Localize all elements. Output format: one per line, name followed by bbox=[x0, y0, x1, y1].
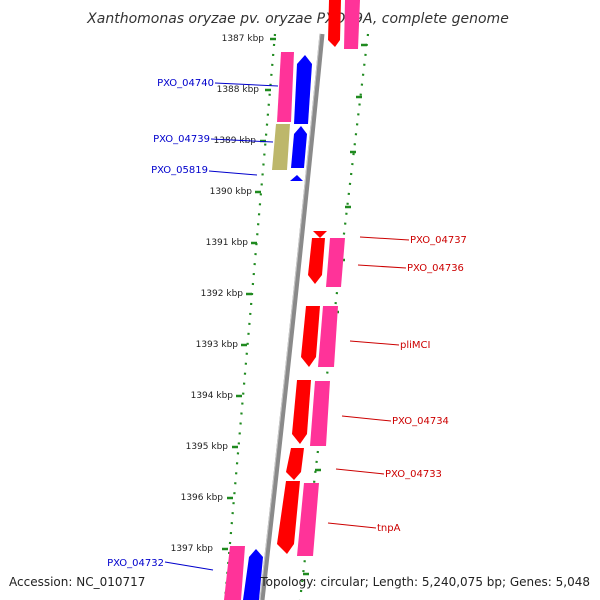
gene-block-pink bbox=[310, 381, 330, 446]
tick-label: 1387 kbp bbox=[222, 34, 265, 44]
label-leader bbox=[335, 468, 385, 475]
tick-label: 1395 kbp bbox=[186, 442, 229, 452]
label-leader bbox=[349, 340, 400, 346]
label-leader bbox=[327, 522, 377, 529]
gene-label-pxo-04733[interactable]: PXO_04733 bbox=[385, 469, 442, 480]
tick-label: 1390 kbp bbox=[210, 187, 253, 197]
tick-label: 1391 kbp bbox=[206, 238, 249, 248]
map-title: Xanthomonas oryzae pv. oryzae PXO99A, co… bbox=[86, 11, 509, 27]
cds-arrow-red bbox=[286, 448, 304, 480]
cds-arrow-blue bbox=[243, 549, 263, 600]
tick-label: 1393 kbp bbox=[196, 340, 239, 350]
gene-label-pxo-04736[interactable]: PXO_04736 bbox=[407, 263, 464, 274]
gene-label-pxo-05819[interactable]: PXO_05819 bbox=[151, 165, 208, 176]
gene-label-plimci[interactable]: pliMCI bbox=[400, 340, 430, 351]
gene-block-pink bbox=[344, 0, 360, 49]
tick-label: 1392 kbp bbox=[201, 289, 244, 299]
cds-arrow-red bbox=[328, 0, 341, 47]
tick-label: 1394 kbp bbox=[191, 391, 234, 401]
accession-text: Accession: NC_010717 bbox=[9, 575, 145, 589]
tick-label: 1389 kbp bbox=[214, 136, 257, 146]
cds-arrow-red bbox=[308, 238, 325, 284]
cds-arrow-red bbox=[292, 380, 311, 444]
label-leader bbox=[357, 264, 407, 269]
gene-label-pxo-04737[interactable]: PXO_04737 bbox=[410, 235, 467, 246]
genome-backbone-highlight bbox=[259, 33, 321, 600]
label-leader bbox=[214, 82, 279, 87]
label-leader bbox=[210, 138, 274, 143]
genome-backbone bbox=[259, 33, 325, 600]
gene-label-pxo-04732[interactable]: PXO_04732 bbox=[107, 558, 164, 569]
cds-arrow-blue bbox=[294, 55, 312, 124]
gene-label-tnpa[interactable]: tnpA bbox=[377, 523, 401, 534]
label-leader bbox=[359, 236, 410, 241]
cds-arrow-red bbox=[313, 231, 327, 238]
gene-block-pink bbox=[297, 483, 319, 556]
cds-arrow-red bbox=[301, 306, 320, 367]
cds-arrow-red bbox=[277, 481, 300, 554]
topology-text: Topology: circular; Length: 5,240,075 bp… bbox=[259, 575, 590, 589]
cds-arrow-blue bbox=[291, 126, 307, 168]
gene-label-pxo-04739[interactable]: PXO_04739 bbox=[153, 134, 210, 145]
gene-label-pxo-04734[interactable]: PXO_04734 bbox=[392, 416, 449, 427]
gene-block-khaki bbox=[272, 124, 290, 170]
tick-label: 1397 kbp bbox=[171, 544, 214, 554]
tick-label: 1396 kbp bbox=[181, 493, 224, 503]
tick-label: 1388 kbp bbox=[217, 85, 260, 95]
label-leader bbox=[208, 170, 258, 176]
gene-block-pink bbox=[326, 238, 345, 287]
cds-arrow-blue-small bbox=[290, 175, 303, 181]
gene-block-pink bbox=[277, 52, 294, 122]
label-leader bbox=[164, 561, 214, 571]
gene-block-pink bbox=[224, 546, 245, 600]
gene-label-pxo-04740[interactable]: PXO_04740 bbox=[157, 78, 214, 89]
label-leader bbox=[341, 415, 392, 422]
gene-block-pink bbox=[318, 306, 338, 367]
left-dotted-track bbox=[223, 33, 277, 600]
